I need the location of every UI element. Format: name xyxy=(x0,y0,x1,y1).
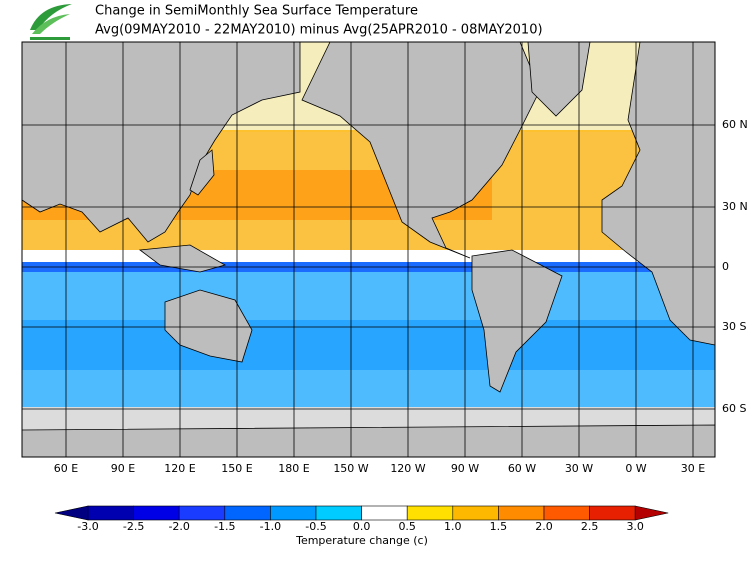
colorbar-end xyxy=(54,505,89,521)
lon-label: 90 E xyxy=(111,462,135,475)
land-south-america xyxy=(471,249,563,393)
title: Change in SemiMonthly Sea Surface Temper… xyxy=(95,4,418,19)
colorbar-box xyxy=(133,505,180,521)
colorbar-box xyxy=(315,505,362,521)
colorbar-tick: 0.5 xyxy=(398,520,416,533)
colorbar-box xyxy=(452,505,499,521)
colorbar-box xyxy=(361,505,408,521)
anomaly-neutral xyxy=(22,250,715,264)
colorbar-box xyxy=(224,505,271,521)
logo xyxy=(30,4,72,40)
map xyxy=(21,41,716,458)
colorbar-box xyxy=(270,505,317,521)
colorbar-tick: 3.0 xyxy=(626,520,644,533)
colorbar-tick: 1.5 xyxy=(490,520,508,533)
lat-label: 0 xyxy=(722,260,729,273)
land-asia xyxy=(21,41,301,243)
lon-label: 60 E xyxy=(54,462,78,475)
land-japan xyxy=(189,149,215,196)
colorbar-tick: 1.0 xyxy=(444,520,462,533)
lon-label: 120 E xyxy=(164,462,195,475)
logo-swoosh xyxy=(32,14,70,34)
lon-label: 90 W xyxy=(451,462,479,475)
colorbar-tick: 0.0 xyxy=(353,520,371,533)
colorbar-tick: -2.0 xyxy=(168,520,189,533)
lon-label: 120 W xyxy=(390,462,425,475)
lon-label: 0 W xyxy=(625,462,646,475)
map-border xyxy=(21,41,716,458)
colorbar-tick: -0.5 xyxy=(305,520,326,533)
subtitle: Avg(09MAY2010 - 22MAY2010) minus Avg(25A… xyxy=(95,23,543,38)
colorbar-tick: 2.0 xyxy=(535,520,553,533)
lat-label: 60 S xyxy=(722,402,746,415)
colorbar-box xyxy=(589,505,636,521)
colorbar-end xyxy=(634,505,669,521)
logo-text xyxy=(30,37,70,40)
lon-label: 150 W xyxy=(333,462,368,475)
lat-label: 30 S xyxy=(722,320,746,333)
colorbar-box xyxy=(498,505,545,521)
lat-label: 60 N xyxy=(722,118,748,131)
land-indonesia xyxy=(138,244,227,273)
logo-swoosh xyxy=(30,4,72,30)
colorbar-box xyxy=(87,505,134,521)
colorbar-tick: -1.0 xyxy=(260,520,281,533)
colorbar-tick: -1.5 xyxy=(214,520,235,533)
colorbar-label: Temperature change (c) xyxy=(295,534,428,547)
land-australia xyxy=(164,289,253,363)
colorbar-tick: -3.0 xyxy=(77,520,98,533)
colorbar-tick: 2.5 xyxy=(581,520,599,533)
lat-label: 30 N xyxy=(722,200,748,213)
colorbar-box xyxy=(178,505,226,521)
lon-label: 30 W xyxy=(565,462,593,475)
anomaly-cool xyxy=(22,320,715,370)
lon-label: 180 E xyxy=(278,462,309,475)
colorbar-box xyxy=(543,505,590,521)
lon-label: 30 E xyxy=(681,462,705,475)
lon-label: 60 W xyxy=(508,462,536,475)
land-north-america xyxy=(301,41,541,259)
colorbar-box xyxy=(406,505,454,521)
colorbar-tick: -2.5 xyxy=(123,520,144,533)
land-antarctica xyxy=(21,424,716,458)
lon-label: 150 E xyxy=(221,462,252,475)
